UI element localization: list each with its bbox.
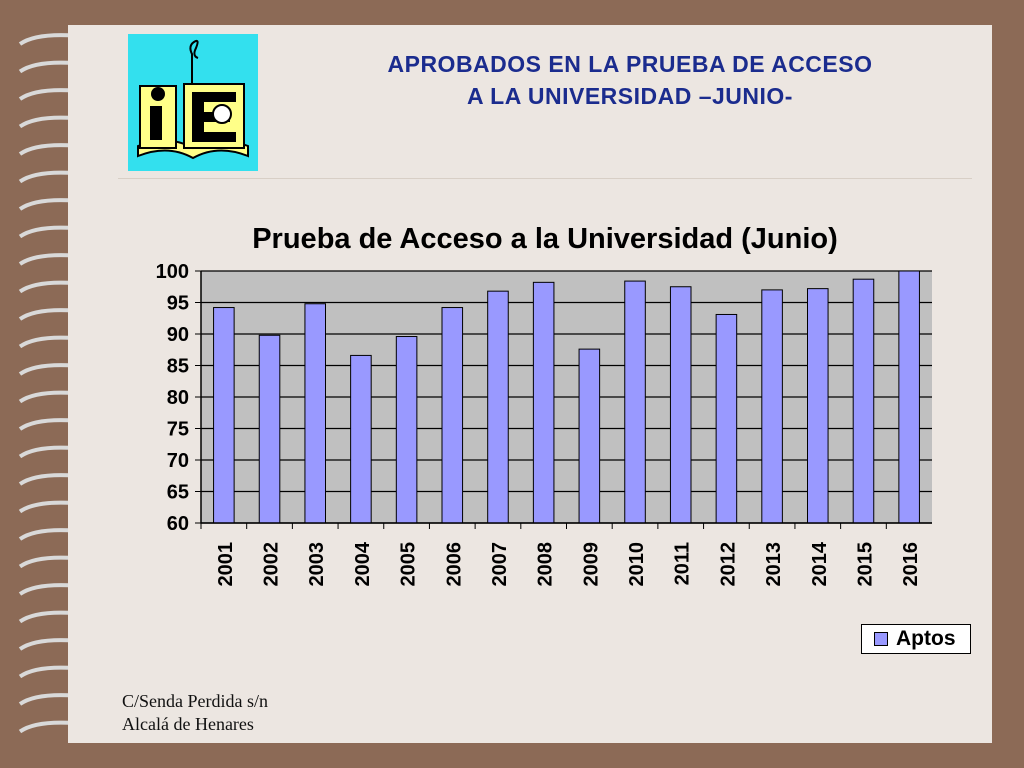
x-tick-label: 2008: [535, 542, 557, 587]
legend-label: Aptos: [896, 627, 956, 650]
bar-2010: [624, 280, 646, 524]
y-tick-label: 75: [167, 419, 189, 441]
title-line-1: APROBADOS EN LA PRUEBA DE ACCESO: [387, 51, 873, 77]
bar-2013: [761, 289, 783, 524]
legend-swatch: [874, 632, 888, 646]
bar-2015: [852, 278, 875, 524]
bar-2007: [487, 290, 509, 524]
bar-2011: [669, 286, 692, 524]
page-title: APROBADOS EN LA PRUEBA DE ACCESO A LA UN…: [290, 48, 970, 112]
axis-lines: [200, 271, 932, 524]
y-tick-label: 95: [167, 293, 189, 315]
address-line-2: Alcalá de Henares: [122, 714, 254, 734]
bar-2001: [213, 307, 235, 524]
school-logo: [128, 34, 258, 171]
x-tick-label: 2007: [489, 542, 511, 587]
x-tick-label: 2013: [763, 542, 785, 587]
x-tick-label: 2012: [717, 542, 739, 587]
y-tick-label: 80: [167, 387, 189, 409]
x-tick-label: 2006: [443, 542, 465, 587]
y-tick-label: 85: [167, 356, 189, 378]
y-tick-label: 60: [167, 513, 189, 535]
y-tick-label: 70: [167, 450, 189, 472]
bar-2012: [715, 313, 738, 524]
y-tick-label: 90: [167, 324, 189, 346]
x-tick-label: 2001: [215, 542, 237, 587]
y-tick-label: 65: [167, 482, 189, 504]
x-tick-label: 2004: [352, 541, 374, 586]
bar-2016: [898, 270, 920, 524]
bar-2009: [578, 348, 601, 524]
address: C/Senda Perdida s/n Alcalá de Henares: [122, 690, 268, 736]
bar-2014: [807, 288, 829, 524]
x-tick-label: 2011: [672, 542, 694, 585]
chart-title: Prueba de Acceso a la Universidad (Junio…: [252, 223, 838, 255]
x-tick-label: 2005: [398, 542, 420, 587]
bar-2005: [395, 336, 418, 524]
x-tick-label: 2010: [626, 542, 648, 587]
x-tick-label: 2015: [854, 542, 876, 587]
address-line-1: C/Senda Perdida s/n: [122, 691, 268, 711]
x-tick-label: 2002: [261, 542, 283, 587]
y-tick-label: 100: [156, 261, 189, 283]
x-tick-label: 2014: [809, 541, 831, 586]
bar-2006: [441, 307, 464, 524]
x-tick-label: 2016: [900, 542, 922, 587]
x-tick-label: 2003: [306, 542, 328, 587]
x-tick-label: 2009: [580, 542, 602, 587]
divider: [118, 178, 972, 179]
chart-legend: Aptos: [861, 624, 971, 654]
bar-2003: [304, 303, 326, 524]
bar-2008: [532, 281, 555, 524]
bar-2002: [258, 334, 281, 524]
bar-2004: [350, 354, 372, 524]
title-line-2: A LA UNIVERSIDAD –JUNIO-: [467, 83, 793, 109]
